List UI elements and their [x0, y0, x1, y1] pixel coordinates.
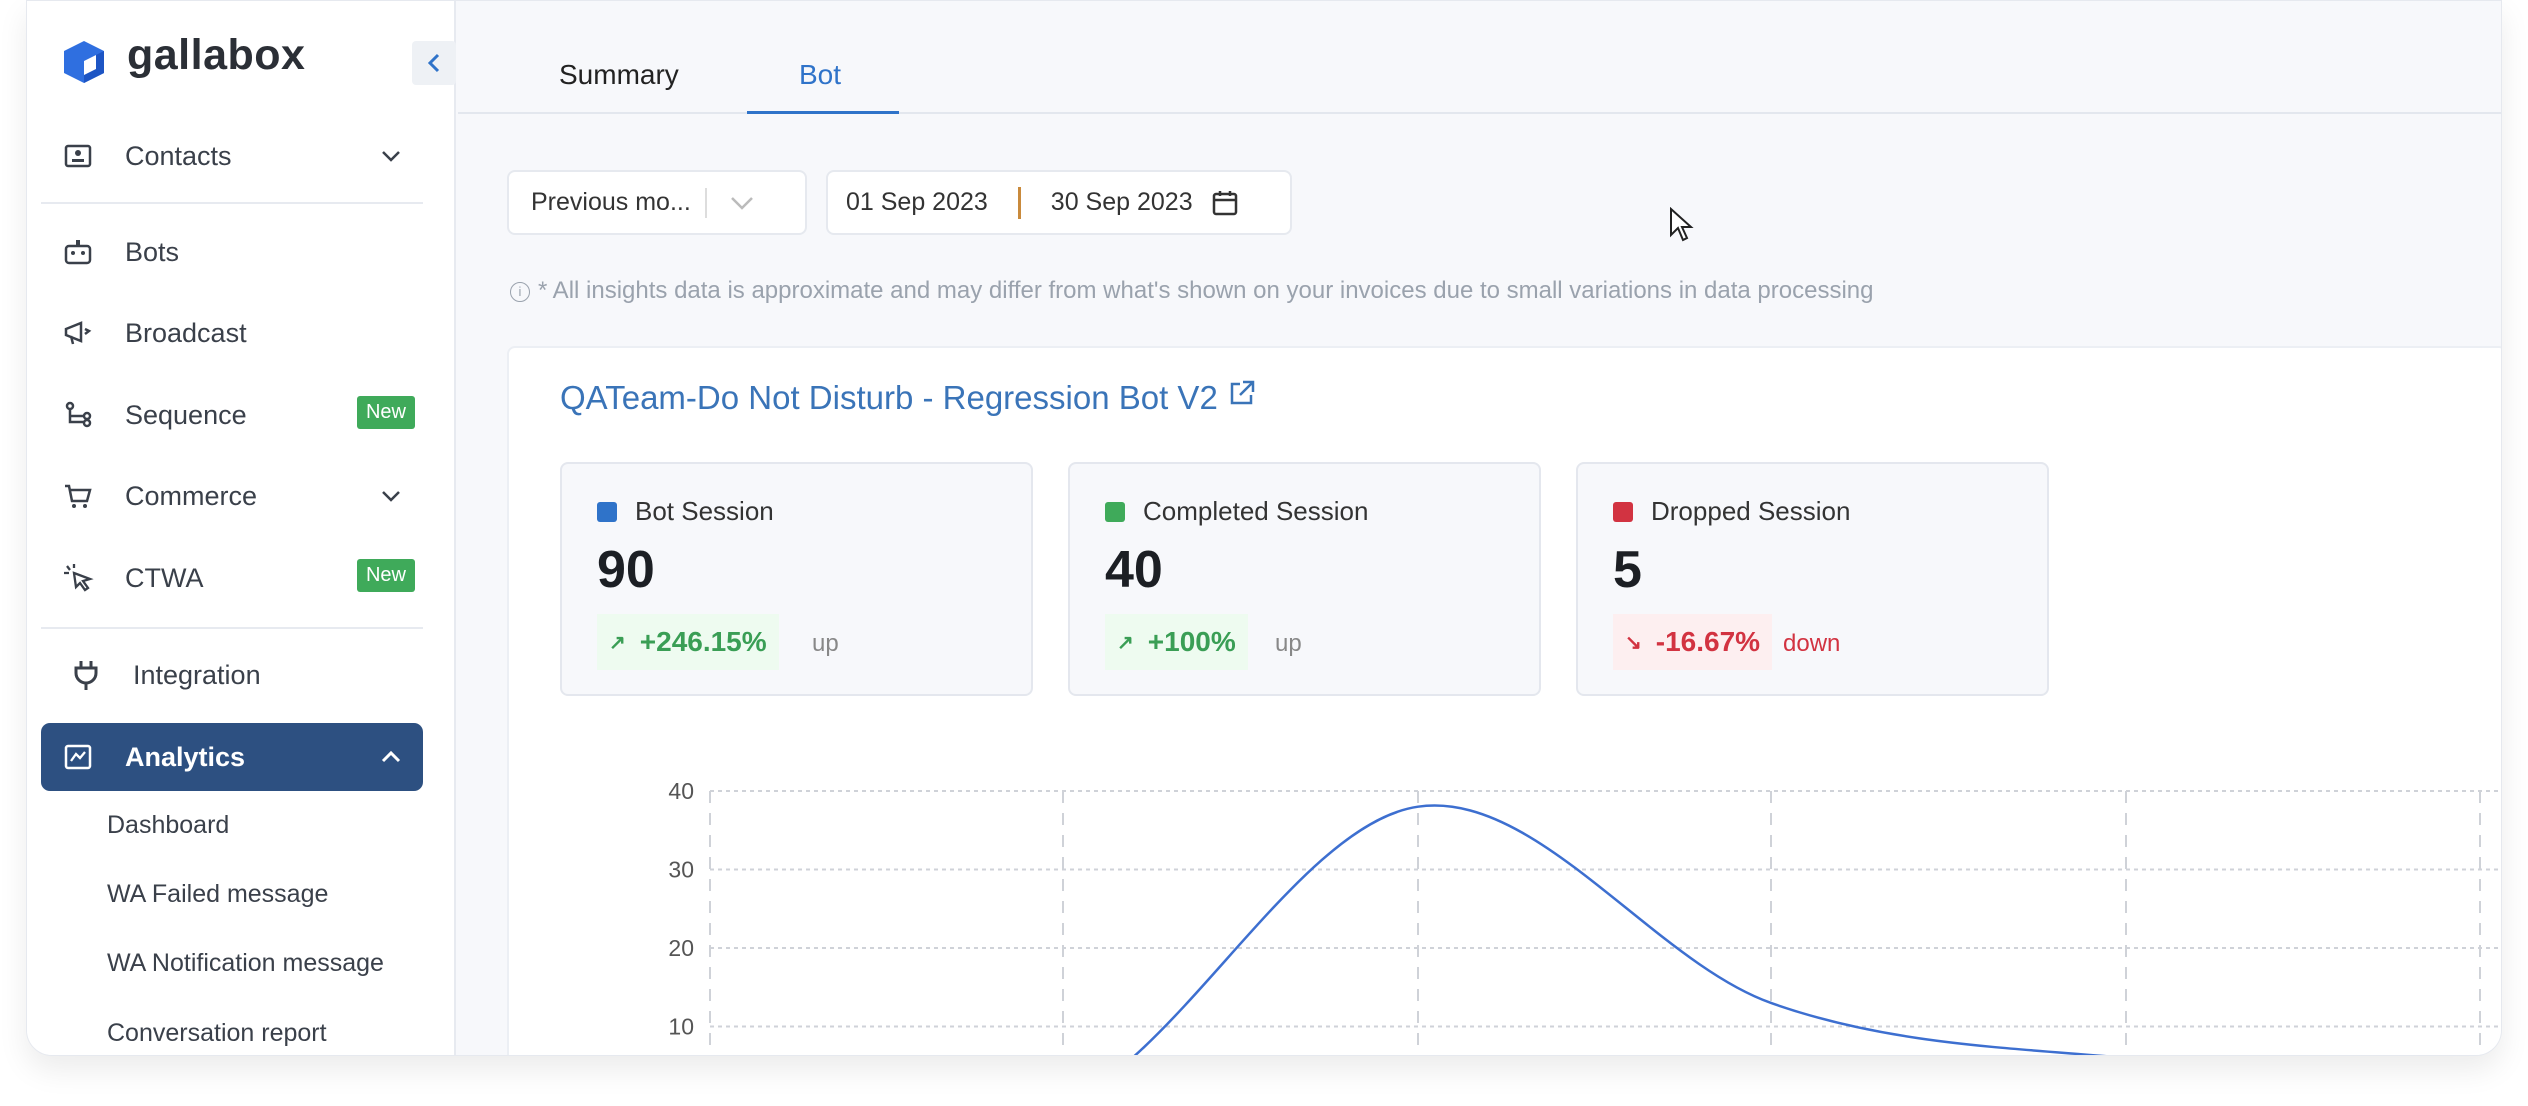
date-range-picker[interactable]: 01 Sep 2023 30 Sep 2023	[826, 170, 1292, 235]
trend-arrow-icon: ↘	[1625, 631, 1642, 654]
stat-label-row: Bot Session	[597, 496, 774, 527]
period-value: Previous mo...	[531, 188, 691, 216]
sidebar-item-label: Broadcast	[125, 317, 247, 348]
stat-direction: down	[1783, 630, 1841, 657]
sidebar-subitem-wa-notification-message[interactable]: WA Notification message	[107, 949, 384, 977]
y-tick-label: 20	[668, 935, 694, 961]
stat-value: 90	[597, 541, 655, 599]
y-tick-label: 40	[668, 778, 694, 804]
series-line	[1133, 804, 2107, 1055]
stat-card: Bot Session 90 ↗ +246.15% up	[560, 462, 1033, 696]
tab-summary[interactable]: Summary	[559, 59, 679, 90]
legend-square-icon	[1105, 501, 1125, 522]
sequence-icon	[61, 398, 95, 432]
info-text: * All insights data is approximate and m…	[538, 277, 1874, 304]
trend-arrow-icon: ↗	[609, 631, 626, 654]
tab-bar-border	[458, 112, 2501, 114]
sidebar-item-commerce[interactable]: Commerce	[41, 466, 423, 526]
cart-icon	[61, 479, 95, 513]
chevron-up-icon	[381, 750, 401, 763]
sidebar-item-analytics[interactable]: Analytics	[41, 723, 423, 791]
external-link-icon	[1230, 380, 1255, 405]
megaphone-icon	[61, 316, 95, 350]
info-icon: i	[510, 282, 530, 302]
collapse-sidebar-button[interactable]	[412, 41, 456, 85]
start-date[interactable]: 01 Sep 2023	[846, 188, 988, 216]
chart-icon	[61, 740, 95, 774]
stat-change: -16.67%	[1655, 626, 1761, 657]
sidebar-subitem-wa-failed-message[interactable]: WA Failed message	[107, 880, 329, 908]
legend-square-icon	[1613, 501, 1633, 522]
stat-label-row: Completed Session	[1105, 496, 1368, 527]
active-tab-indicator	[747, 111, 899, 114]
app-window: gallabox Contacts Bots Broadcast Sequenc…	[26, 0, 2502, 1056]
bot-title-link[interactable]: QATeam-Do Not Disturb - Regression Bot V…	[560, 379, 1256, 417]
sidebar-item-label: Bots	[125, 236, 180, 267]
y-tick-label: 10	[668, 1014, 694, 1040]
sidebar-item-label: Sequence	[125, 399, 247, 430]
gallabox-logo-icon	[64, 41, 104, 83]
stat-change-badge: ↗ +100%	[1105, 614, 1248, 670]
y-tick-label: 30	[668, 857, 694, 883]
divider	[704, 187, 707, 218]
sidebar-item-label: CTWA	[125, 562, 204, 593]
end-date[interactable]: 30 Sep 2023	[1050, 188, 1193, 216]
stat-label: Bot Session	[635, 496, 774, 526]
bot-session-line-chart: 40 30 20 10	[668, 778, 2501, 1055]
chevron-down-icon	[730, 196, 753, 210]
sidebar-item-label: Contacts	[125, 140, 232, 171]
divider	[41, 627, 423, 629]
stat-change-badge: ↗ +246.15%	[597, 614, 779, 670]
stat-change: +100%	[1147, 626, 1236, 657]
plug-icon	[69, 658, 103, 692]
divider	[41, 202, 423, 204]
date-separator	[1017, 186, 1021, 219]
sidebar-item-label: Commerce	[125, 480, 258, 511]
period-dropdown[interactable]: Previous mo...	[507, 170, 807, 235]
stat-direction: up	[812, 630, 839, 657]
chevron-down-icon	[382, 151, 400, 162]
stat-card: Completed Session 40 ↗ +100% up	[1068, 462, 1541, 696]
robot-icon	[61, 235, 95, 269]
info-note: i * All insights data is approximate and …	[510, 277, 1873, 305]
stat-change-badge: ↘ -16.67%	[1613, 614, 1773, 670]
sidebar-item-integration[interactable]: Integration	[41, 645, 423, 705]
sidebar-subitem-conversation-report[interactable]: Conversation report	[107, 1019, 327, 1047]
click-cursor-icon	[61, 561, 95, 595]
trend-arrow-icon: ↗	[1117, 631, 1134, 654]
sidebar: gallabox Contacts Bots Broadcast Sequenc…	[27, 1, 456, 1055]
bot-title: QATeam-Do Not Disturb - Regression Bot V…	[560, 379, 1218, 416]
stat-label: Dropped Session	[1651, 496, 1851, 526]
new-badge: New	[356, 396, 415, 429]
contact-card-icon	[61, 139, 95, 173]
new-badge: New	[356, 559, 415, 592]
stat-value: 5	[1613, 541, 1642, 599]
legend-square-icon	[597, 501, 617, 522]
calendar-icon	[1212, 190, 1237, 215]
sidebar-item-contacts[interactable]: Contacts	[41, 126, 423, 186]
mouse-cursor-icon	[1670, 207, 1694, 242]
stat-direction: up	[1275, 630, 1302, 657]
sidebar-item-sequence[interactable]: Sequence New	[41, 385, 423, 445]
stat-label-row: Dropped Session	[1613, 496, 1850, 527]
sidebar-item-label: Analytics	[125, 741, 246, 772]
sidebar-item-broadcast[interactable]: Broadcast	[41, 303, 423, 363]
stat-label: Completed Session	[1143, 496, 1369, 526]
brand-name: gallabox	[127, 31, 306, 79]
stat-card: Dropped Session 5 ↘ -16.67% down	[1576, 462, 2049, 696]
chevron-down-icon	[382, 491, 400, 502]
chevron-left-icon	[427, 53, 440, 73]
stat-value: 40	[1105, 541, 1163, 599]
stat-change: +246.15%	[639, 626, 767, 657]
tab-bot[interactable]: Bot	[799, 59, 842, 90]
sidebar-item-label: Integration	[133, 659, 261, 690]
sidebar-item-bots[interactable]: Bots	[41, 222, 423, 282]
sidebar-subitem-dashboard[interactable]: Dashboard	[107, 811, 230, 839]
sidebar-item-ctwa[interactable]: CTWA New	[41, 548, 423, 608]
